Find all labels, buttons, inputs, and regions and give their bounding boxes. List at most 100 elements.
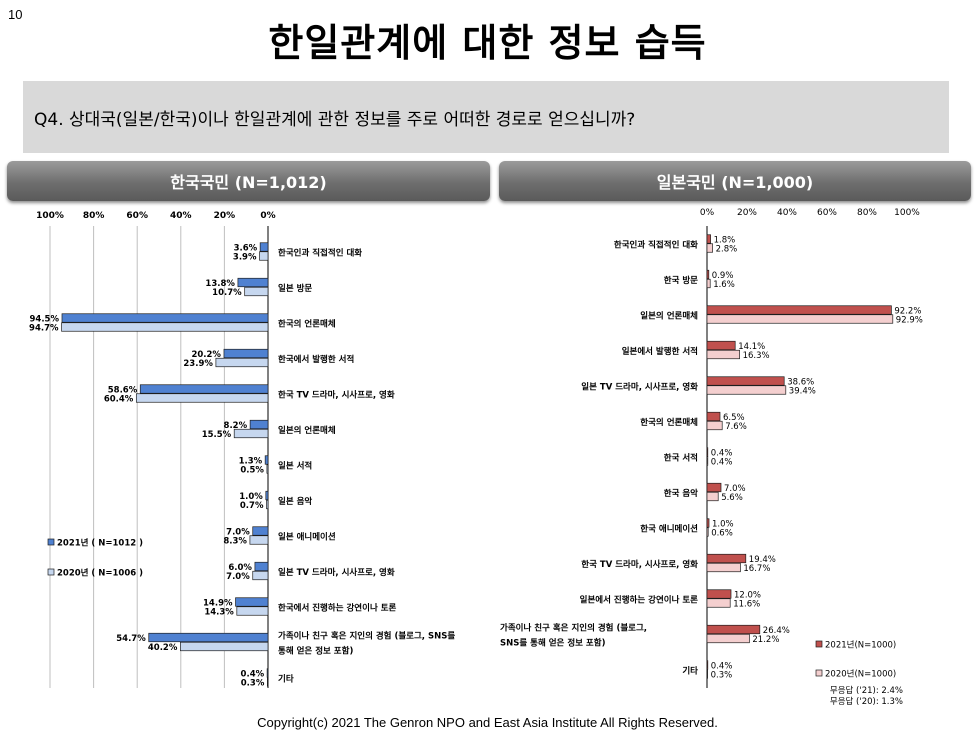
category-label: 일본의 언론매체 xyxy=(640,310,698,321)
category-label: SNS를 통해 얻은 정보 포함) xyxy=(500,637,606,648)
x-tick-label: 40% xyxy=(777,208,797,218)
bar-2020 xyxy=(252,570,269,581)
data-label: 16.3% xyxy=(743,351,770,361)
x-tick-label: 60% xyxy=(817,208,837,218)
category-label: 한국에서 발행한 서적 xyxy=(278,354,354,365)
bar-2020 xyxy=(236,606,269,616)
data-label: 0.3% xyxy=(711,670,733,680)
bar-2021 xyxy=(249,419,269,430)
no-answer-note: 무응답 ('21): 2.4% xyxy=(830,685,903,696)
bar-2021 xyxy=(139,384,269,394)
slide-title: 한일관계에 대한 정보 습득 xyxy=(268,21,707,65)
legend-label: 2021년 ( N=1012 ) xyxy=(57,538,143,549)
category-label: 일본 음악 xyxy=(278,496,312,507)
bar-2021 xyxy=(706,234,711,244)
data-label: 54.7% xyxy=(116,634,146,644)
data-label: 5.6% xyxy=(721,493,743,503)
category-label: 일본 TV 드라마, 시사프로, 영화 xyxy=(278,567,395,578)
bar-2021 xyxy=(266,668,269,678)
bar-2021 xyxy=(706,482,722,493)
category-label: 기타 xyxy=(682,665,698,676)
x-tick-label: 0% xyxy=(700,208,715,218)
data-label: 1.6% xyxy=(713,280,735,290)
category-label: 가족이나 친구 혹은 지인의 경험 (블로그, SNS를 xyxy=(278,630,455,641)
question-box: Q4. 상대국(일본/한국)이나 한일관계에 관한 정보를 주로 어떠한 경로로… xyxy=(23,81,949,153)
category-label: 한국 방문 xyxy=(664,275,698,286)
category-label: 통해 얻은 정보 포함) xyxy=(278,645,353,656)
category-label: 한국인과 직접적인 대화 xyxy=(614,239,698,250)
x-tick-label: 20% xyxy=(737,208,757,218)
data-label: 14.1% xyxy=(738,342,765,352)
data-label: 0.9% xyxy=(712,271,734,281)
bar-2021 xyxy=(706,518,710,528)
data-label: 1.8% xyxy=(714,235,736,245)
bar-2020 xyxy=(259,251,269,261)
category-label: 한국의 언론매체 xyxy=(278,318,336,329)
data-label: 94.5% xyxy=(29,314,59,324)
legend-swatch xyxy=(47,538,55,546)
data-label: 1.0% xyxy=(712,519,734,529)
bar-2020 xyxy=(706,527,709,537)
data-label: 7.0% xyxy=(226,527,250,537)
legend-label: 2021년(N=1000) xyxy=(825,640,896,651)
data-label: 12.0% xyxy=(734,590,761,600)
category-label: 일본에서 진행하는 강연이나 토론 xyxy=(580,594,699,605)
bar-2021 xyxy=(252,526,269,536)
category-label: 일본 애니메이션 xyxy=(278,531,336,542)
data-label: 6.5% xyxy=(723,413,745,423)
bar-2020 xyxy=(706,562,741,573)
bar-2020 xyxy=(135,393,269,403)
data-label: 3.6% xyxy=(234,243,258,253)
legend-swatch xyxy=(815,669,823,677)
data-label: 6.0% xyxy=(228,563,252,573)
data-label: 38.6% xyxy=(787,377,814,387)
category-label: 한국 애니메이션 xyxy=(640,523,698,534)
x-tick-label: 0% xyxy=(260,211,275,221)
data-label: 1.0% xyxy=(239,492,263,502)
category-label: 한국 음악 xyxy=(664,488,698,499)
data-label: 0.4% xyxy=(711,457,733,467)
category-label: 가족이나 친구 혹은 지인의 경험 (블로그, xyxy=(500,622,647,633)
category-label: 일본 서적 xyxy=(278,460,312,471)
data-label: 0.4% xyxy=(711,661,733,671)
category-label: 일본 TV 드라마, 시사프로, 영화 xyxy=(581,381,698,392)
bar-2020 xyxy=(706,420,723,431)
legend-swatch xyxy=(47,568,55,576)
data-label: 3.9% xyxy=(233,252,257,262)
bar-2020 xyxy=(706,243,713,253)
bar-2020 xyxy=(215,357,269,368)
x-tick-label: 60% xyxy=(126,211,148,221)
x-tick-label: 100% xyxy=(894,208,920,218)
data-label: 40.2% xyxy=(148,643,178,653)
data-label: 94.7% xyxy=(29,323,59,333)
data-label: 14.9% xyxy=(203,598,233,608)
data-label: 11.6% xyxy=(733,599,760,609)
question-text: Q4. 상대국(일본/한국)이나 한일관계에 관한 정보를 주로 어떠한 경로로… xyxy=(34,110,636,130)
bar-2020 xyxy=(706,598,731,608)
bar-2020 xyxy=(706,349,740,360)
data-label: 0.3% xyxy=(241,678,265,688)
data-label: 26.4% xyxy=(763,626,790,636)
bar-2021 xyxy=(706,269,710,280)
data-label: 20.2% xyxy=(191,350,221,360)
data-label: 7.0% xyxy=(724,484,746,494)
x-tick-label: 40% xyxy=(170,211,192,221)
bar-2020 xyxy=(706,278,711,289)
bar-2021 xyxy=(706,340,736,351)
data-label: 0.6% xyxy=(711,528,733,538)
bar-2020 xyxy=(244,286,269,297)
bar-2021 xyxy=(706,447,709,457)
bar-2020 xyxy=(706,633,750,644)
bar-2020 xyxy=(706,491,719,502)
bar-2020 xyxy=(180,641,269,652)
bar-2021 xyxy=(237,277,269,288)
category-label: 한국 TV 드라마, 시사프로, 영화 xyxy=(278,389,395,400)
page-number: 10 xyxy=(8,7,23,22)
category-label: 일본에서 발행한 서적 xyxy=(622,346,698,357)
korea-panel-header: 한국국민 (N=1,012) xyxy=(7,161,490,201)
bar-2021 xyxy=(148,632,269,643)
bar-2020 xyxy=(266,464,269,474)
bar-2021 xyxy=(61,313,269,323)
data-label: 0.4% xyxy=(711,448,733,458)
bar-2020 xyxy=(233,428,269,439)
